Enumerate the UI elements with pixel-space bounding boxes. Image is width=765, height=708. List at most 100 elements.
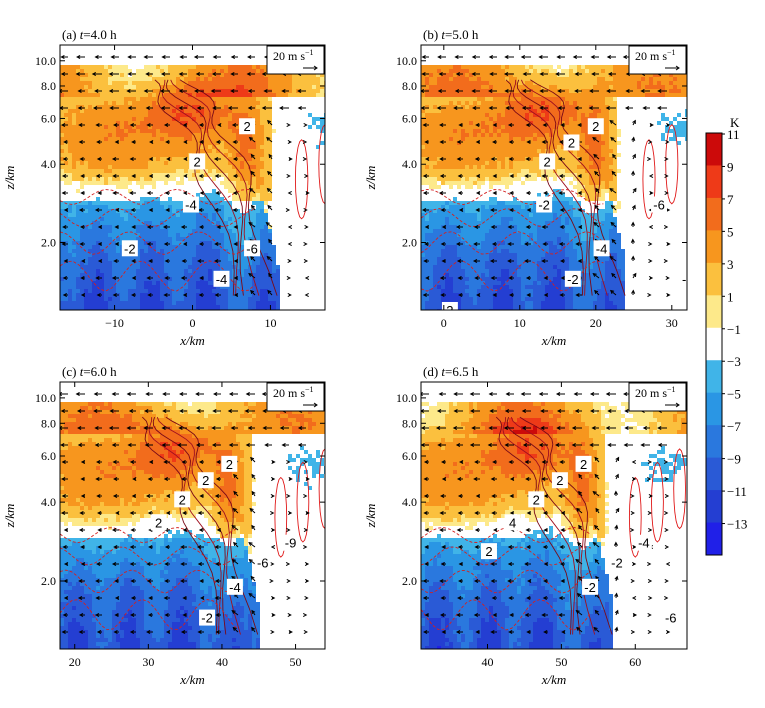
contour-label: -2 [567, 272, 579, 287]
contour-label: -9 [682, 272, 694, 287]
x-tick-label: 20 [590, 316, 602, 330]
contour-label: 2 [179, 492, 186, 507]
y-tick-label: 2.0 [41, 235, 56, 249]
y-tick-label: 10.0 [396, 54, 417, 68]
y-tick-label: 8.0 [402, 416, 417, 430]
colorbar-swatch [706, 263, 722, 296]
colorbar-tick-label: 7 [727, 192, 734, 207]
x-axis-label: x/km [179, 333, 205, 348]
colorbar-tick-label: 9 [727, 159, 734, 174]
contour-label: -9 [285, 536, 297, 551]
colorbar-swatch [706, 360, 722, 393]
x-tick-label: 40 [482, 655, 494, 669]
contour-label: -4 [229, 580, 241, 595]
contour-label: -6 [257, 556, 269, 571]
colorbar-swatch [706, 230, 722, 263]
colorbar-tick-label: −1 [727, 322, 741, 337]
contour-label: -6 [665, 611, 677, 626]
colorbar-tick-label: −13 [727, 517, 747, 532]
contour-label: -4 [185, 198, 197, 213]
x-tick-label: 10 [264, 316, 276, 330]
colorbar-tick-label: 11 [727, 127, 740, 142]
contour-label: 2 [155, 515, 162, 530]
colorbar-swatch [706, 425, 722, 458]
colorbar-swatch [706, 133, 722, 166]
x-tick-label: 20 [69, 655, 81, 669]
x-axis-label: x/km [541, 333, 567, 348]
contour-label: 2 [533, 492, 540, 507]
y-tick-label: 6.0 [402, 449, 417, 463]
contour-label: 2 [544, 154, 551, 169]
x-axis-label: x/km [541, 672, 567, 687]
y-axis-label: z/km [363, 166, 378, 191]
x-tick-label: 10 [514, 316, 526, 330]
contour-label: -4 [596, 241, 608, 256]
contour-label: 2 [226, 457, 233, 472]
colorbar-swatch [706, 490, 722, 523]
y-tick-label: 6.0 [402, 111, 417, 125]
x-tick-label: 50 [290, 655, 302, 669]
contour-label: -2 [584, 580, 596, 595]
y-tick-label: 8.0 [402, 79, 417, 93]
contour-label: -9 [692, 580, 704, 595]
panel-title: (b) t=5.0 h [423, 27, 479, 42]
temperature-field [421, 382, 690, 651]
contour-label: 2 [592, 119, 599, 134]
x-tick-label: 0 [441, 316, 447, 330]
contour-label: 2 [556, 473, 563, 488]
colorbar-tick-label: 5 [727, 224, 734, 239]
contour-label: -2 [611, 556, 623, 571]
colorbar-swatch [706, 393, 722, 426]
y-tick-label: 2.0 [41, 574, 56, 588]
contour-label: 2 [568, 135, 575, 150]
contour-label: -4 [638, 536, 650, 551]
y-tick-label: 4.0 [402, 157, 417, 171]
contour-label: 2 [243, 119, 250, 134]
contour-label: 2 [194, 154, 201, 169]
panel-title: (d) t=6.5 h [423, 364, 479, 379]
colorbar-swatch [706, 328, 722, 361]
y-tick-label: 10.0 [35, 391, 56, 405]
contour-label: -2 [201, 611, 213, 626]
x-tick-label: 60 [629, 655, 641, 669]
wind-reference-key: 20 m s−1 [629, 46, 686, 74]
contour-label: -2 [538, 198, 550, 213]
y-tick-label: 2.0 [402, 574, 417, 588]
x-axis-label: x/km [179, 672, 205, 687]
colorbar-swatch [706, 458, 722, 491]
colorbar-swatch [706, 523, 722, 556]
x-tick-label: 40 [216, 655, 228, 669]
contour-label: -2 [124, 241, 136, 256]
y-tick-label: 8.0 [41, 416, 56, 430]
wind-reference-key: 20 m s−1 [267, 383, 324, 411]
y-tick-label: 10.0 [35, 54, 56, 68]
y-tick-label: 10.0 [396, 391, 417, 405]
colorbar-tick-label: 3 [727, 257, 734, 272]
y-tick-label: 4.0 [41, 495, 56, 509]
panel-title: (c) t=6.0 h [62, 364, 117, 379]
y-tick-label: 6.0 [41, 111, 56, 125]
contour-label-bg [690, 579, 706, 595]
plot-area-c: 2 2 2 2 -2 -4 -6 -9 [59, 382, 331, 651]
x-tick-label: 30 [666, 316, 678, 330]
contour-label: -6 [246, 241, 258, 256]
y-tick-label: 4.0 [402, 495, 417, 509]
contour-label: 2 [202, 473, 209, 488]
wind-reference-key: 20 m s−1 [267, 46, 324, 74]
y-tick-label: 6.0 [41, 449, 56, 463]
plot-area-b: 222-2-2-42-6-9 [421, 45, 701, 318]
y-axis-label: z/km [2, 504, 17, 529]
colorbar-tick-label: −5 [727, 387, 741, 402]
plot-area-a: 2-22-4-4-6 [59, 45, 355, 314]
contour-label: 2 [485, 544, 492, 559]
y-axis-label: z/km [363, 504, 378, 529]
colorbar-tick-label: 1 [727, 289, 734, 304]
y-axis-label: z/km [2, 166, 17, 191]
contour-label: 4 [509, 515, 516, 530]
